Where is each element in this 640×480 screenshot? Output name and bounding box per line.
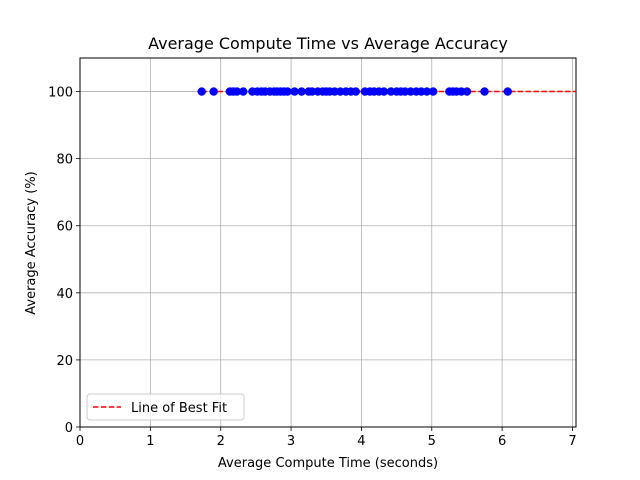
y-tick-label: 40 bbox=[56, 287, 73, 302]
y-tick-label: 20 bbox=[56, 354, 73, 369]
y-tick-label: 80 bbox=[56, 153, 73, 168]
x-tick-label: 0 bbox=[76, 434, 84, 449]
scatter-point bbox=[480, 87, 489, 96]
legend: Line of Best Fit bbox=[86, 393, 245, 421]
x-tick-label: 6 bbox=[498, 434, 506, 449]
x-ticks: 0 1 2 3 4 5 6 7 bbox=[76, 427, 577, 449]
scatter-point bbox=[428, 87, 438, 96]
scatter-points bbox=[197, 87, 513, 96]
x-tick-label: 5 bbox=[428, 434, 436, 449]
scatter-point bbox=[351, 87, 361, 96]
y-tick-label: 100 bbox=[48, 86, 73, 101]
scatter-point bbox=[462, 87, 472, 96]
x-tick-label: 4 bbox=[357, 434, 365, 449]
scatter-point bbox=[503, 87, 513, 96]
x-tick-label: 3 bbox=[287, 434, 295, 449]
y-ticks: 0 20 40 60 80 100 bbox=[48, 86, 80, 436]
y-tick-label: 60 bbox=[56, 220, 73, 235]
axes bbox=[79, 57, 577, 428]
legend-label-best-fit: Line of Best Fit bbox=[131, 401, 227, 416]
y-tick-label: 0 bbox=[65, 421, 73, 436]
plot-frame bbox=[79, 57, 577, 428]
scatter-point bbox=[197, 87, 206, 96]
scatter-point bbox=[209, 87, 218, 96]
x-axis-label: Average Compute Time (seconds) bbox=[218, 456, 438, 471]
x-tick-label: 2 bbox=[217, 434, 225, 449]
y-axis-label: Average Accuracy (%) bbox=[24, 171, 39, 315]
x-tick-label: 1 bbox=[146, 434, 154, 449]
legend-box bbox=[86, 393, 245, 421]
x-tick-label: 7 bbox=[568, 434, 576, 449]
chart-title: Average Compute Time vs Average Accuracy bbox=[148, 34, 508, 53]
scatter-point bbox=[238, 87, 248, 96]
